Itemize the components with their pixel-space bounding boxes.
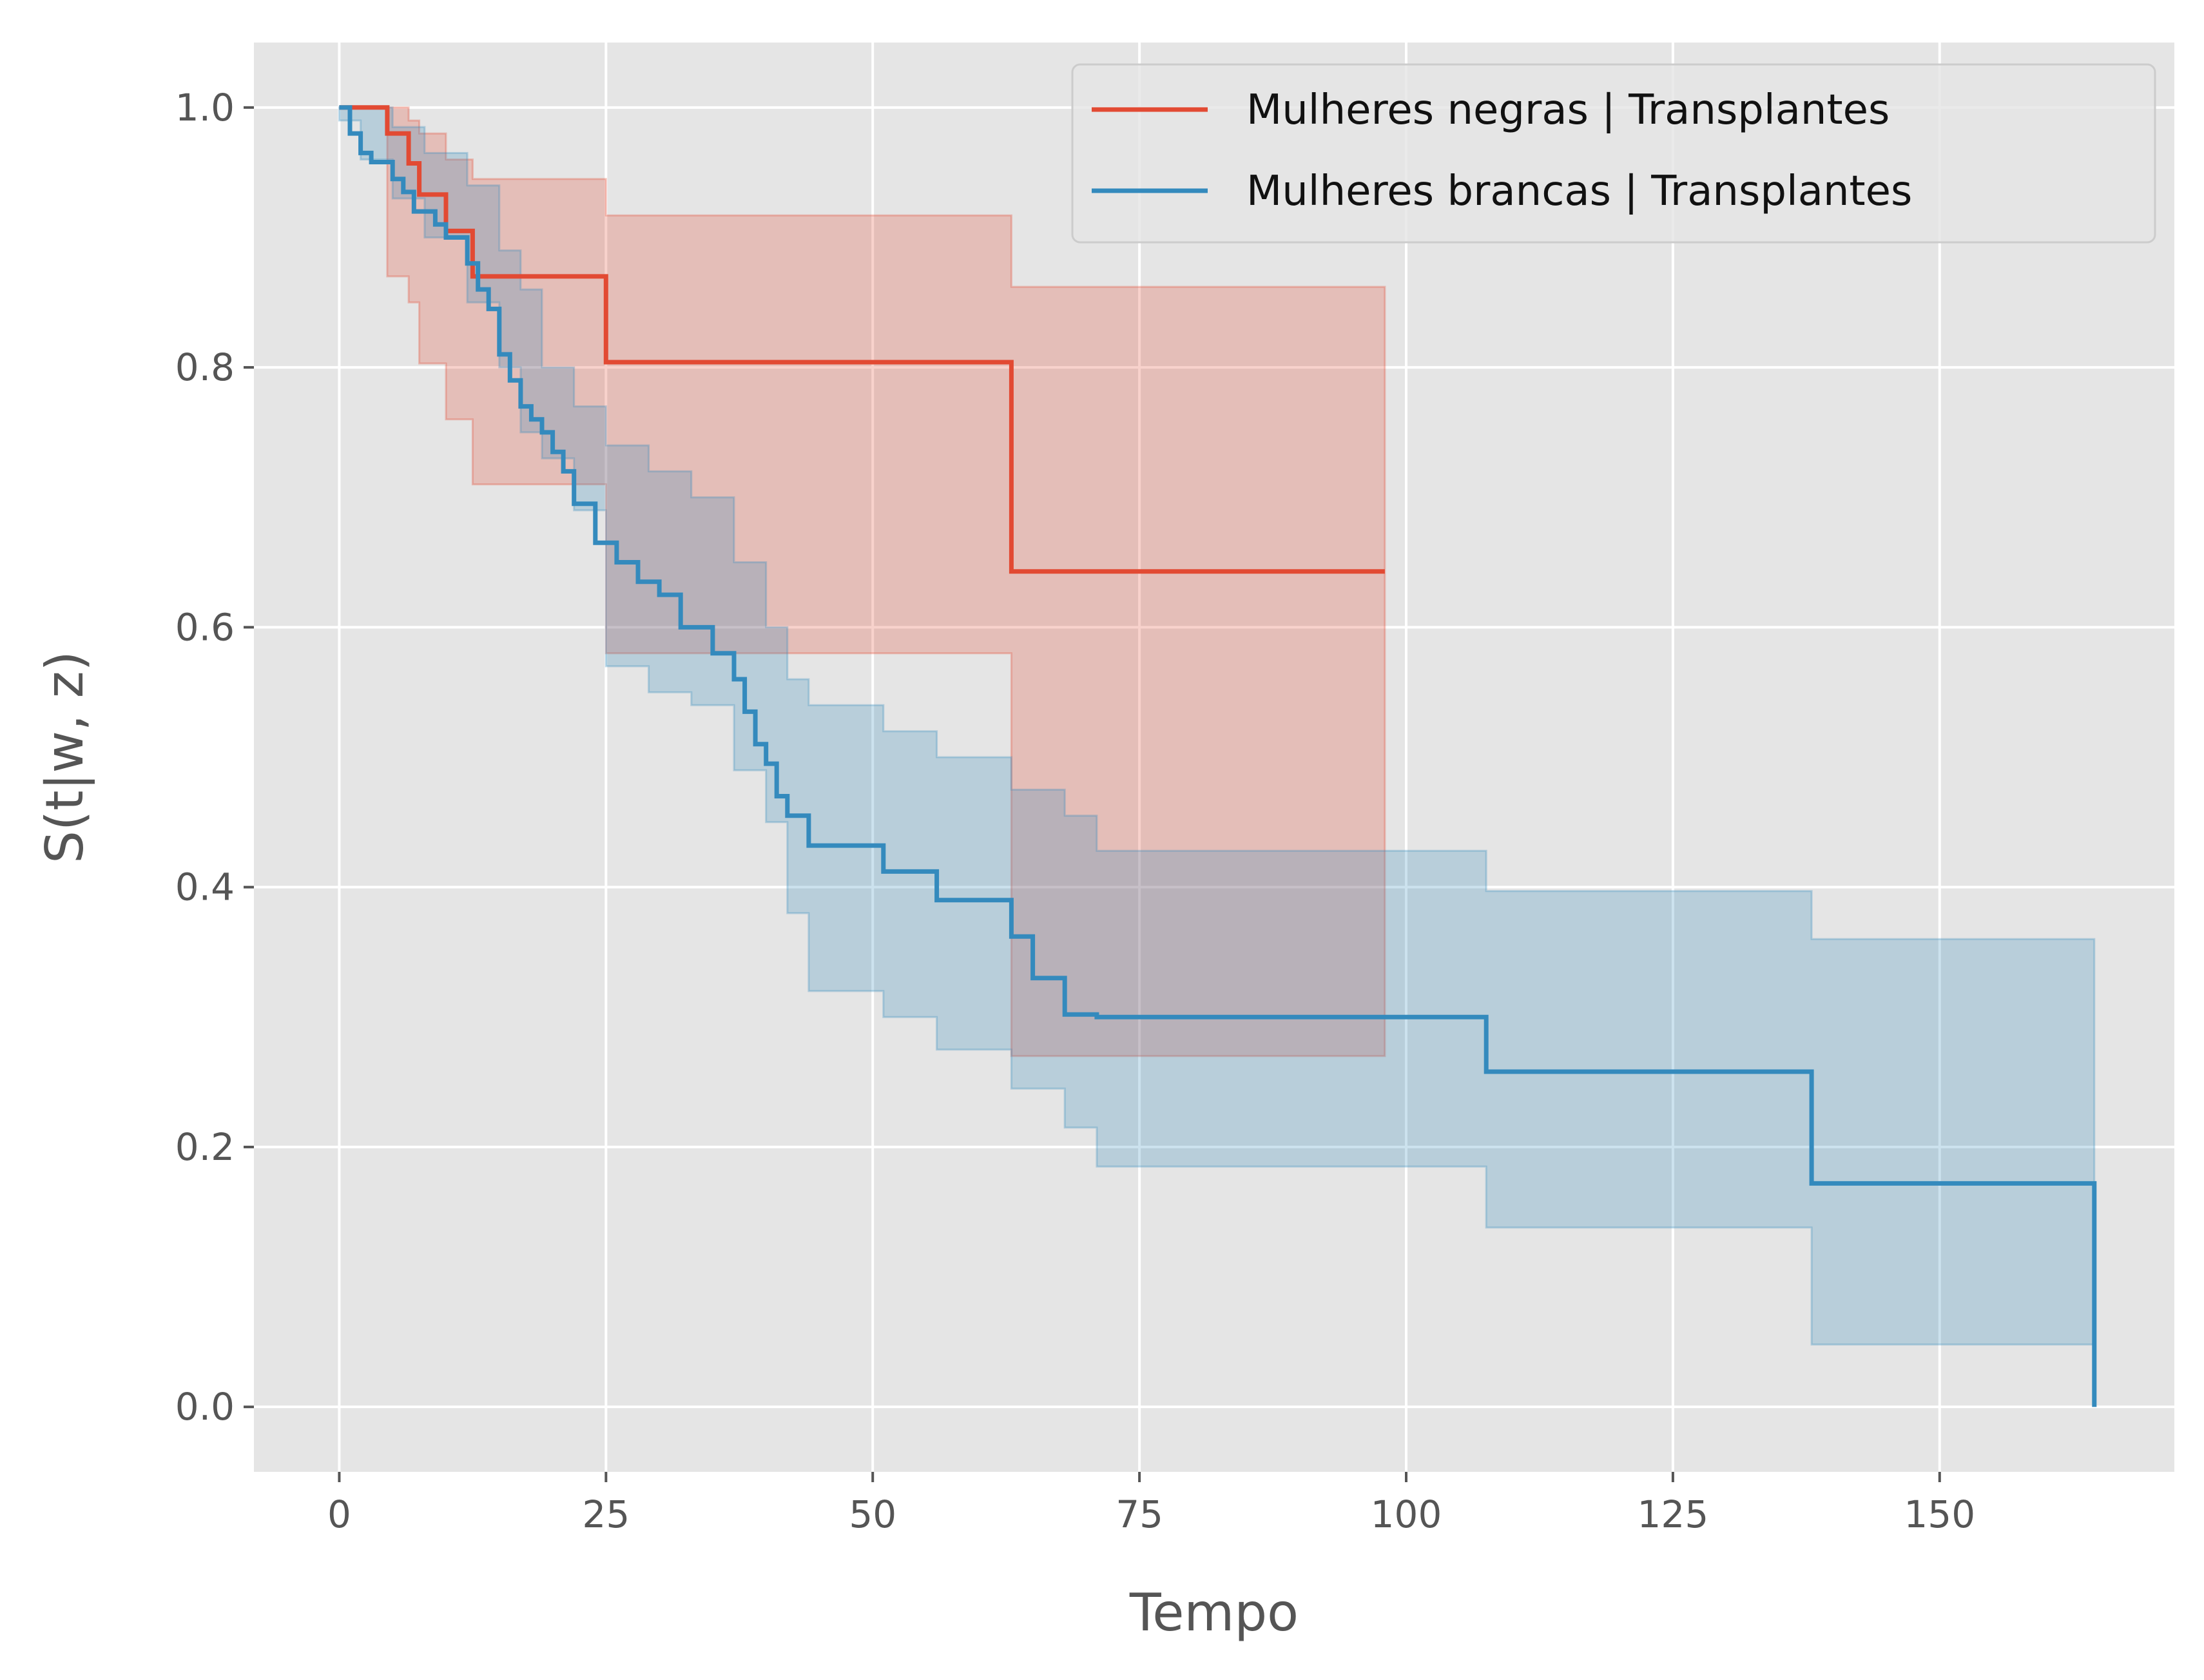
legend-label-2: Mulheres brancas | Transplantes <box>1246 168 1912 215</box>
legend: Mulheres negras | Transplantes Mulheres b… <box>1071 63 2156 244</box>
legend-box <box>1071 63 2156 244</box>
x-tick-label: 50 <box>849 1492 896 1536</box>
series-line-2 <box>339 105 2097 1407</box>
y-tick-label: 0.0 <box>175 1385 235 1429</box>
series-line-1 <box>339 105 1385 574</box>
ci-band-2 <box>338 106 2096 1346</box>
y-axis-label: S(t|w, z) <box>35 651 95 864</box>
y-tick-label: 0.2 <box>175 1125 235 1169</box>
confidence-bands <box>338 106 2096 1346</box>
y-axis-ticks: 0.0 0.2 0.4 0.6 0.8 1.0 <box>175 86 254 1429</box>
y-tick-label: 0.6 <box>175 605 235 649</box>
plot-background <box>254 43 2174 1472</box>
grid-lines <box>254 43 2174 1472</box>
x-axis-ticks: 0 25 50 75 100 125 150 <box>327 1472 1975 1536</box>
x-axis-label: Tempo <box>1129 1583 1299 1643</box>
y-tick-label: 0.8 <box>175 345 235 389</box>
survival-lines <box>339 105 2097 1407</box>
x-tick-label: 100 <box>1371 1492 1442 1536</box>
y-tick-label: 0.4 <box>175 865 235 909</box>
x-tick-label: 125 <box>1638 1492 1709 1536</box>
x-tick-label: 150 <box>1904 1492 1975 1536</box>
x-tick-label: 0 <box>327 1492 351 1536</box>
ci-band-1 <box>339 106 1386 1057</box>
legend-label-1: Mulheres negras | Transplantes <box>1246 86 1890 134</box>
y-tick-label: 1.0 <box>175 86 235 130</box>
x-tick-label: 75 <box>1116 1492 1163 1536</box>
x-tick-label: 25 <box>582 1492 630 1536</box>
